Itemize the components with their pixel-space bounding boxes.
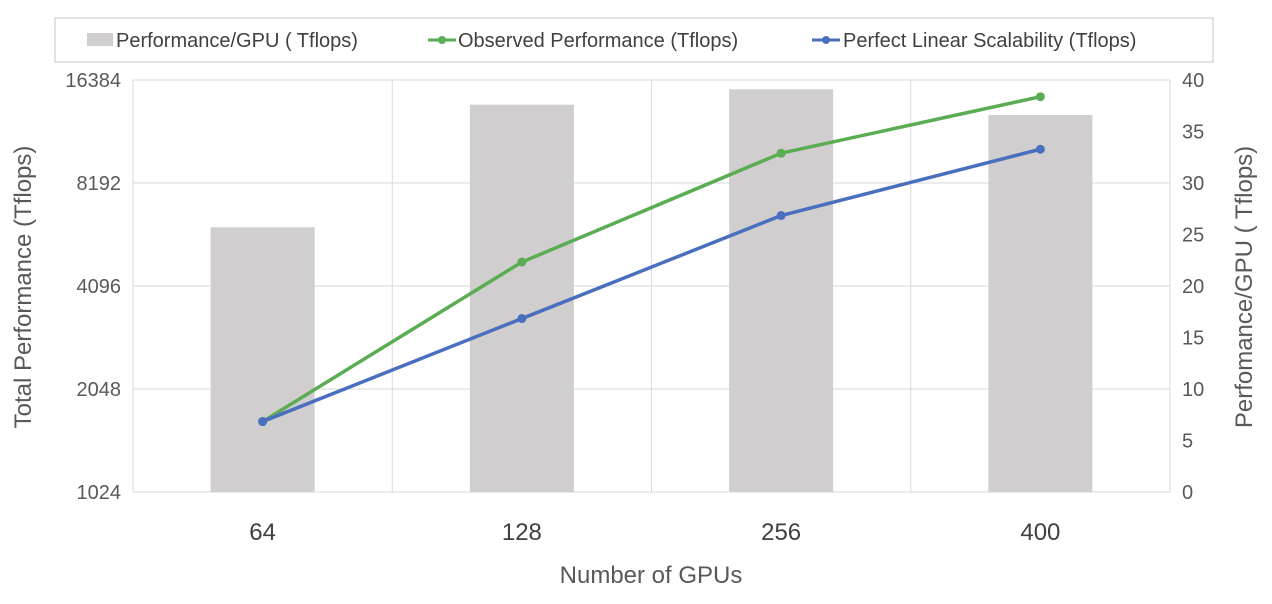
x-axis-title: Number of GPUs <box>560 562 743 589</box>
y-left-tick-label: 2048 <box>77 379 122 401</box>
y-left-tick-label: 16384 <box>65 70 121 92</box>
y-right-tick-label: 0 <box>1182 482 1193 504</box>
y-right-tick-label: 10 <box>1182 379 1204 401</box>
y-right-tick-label: 35 <box>1182 122 1204 144</box>
data-point-linear <box>517 314 527 324</box>
y-left-tick-label: 8192 <box>77 173 122 195</box>
x-tick-label: 64 <box>249 519 276 546</box>
legend-marker-observed <box>438 36 446 44</box>
lines <box>258 92 1045 427</box>
data-point-observed <box>517 257 527 267</box>
y-right-tick-label: 30 <box>1182 173 1204 195</box>
x-tick-label: 256 <box>761 519 801 546</box>
y-right-tick-label: 40 <box>1182 70 1204 92</box>
x-tick-label: 128 <box>502 519 542 546</box>
data-point-linear <box>1035 144 1045 154</box>
legend-marker-linear <box>822 36 830 44</box>
bars <box>210 89 1093 493</box>
bar <box>210 227 315 493</box>
axes: 1024 2048 4096 8192 16384 0 5 10 15 20 25 30 35 40 64 1… <box>65 70 1204 546</box>
y-left-tick-label: 1024 <box>77 482 122 504</box>
data-point-observed <box>1035 92 1045 102</box>
y-right-tick-label: 25 <box>1182 225 1204 247</box>
y-right-tick-label: 20 <box>1182 276 1204 298</box>
legend: Performance/GPU ( Tflops) Observed Perfo… <box>54 17 1214 63</box>
bar <box>988 115 1093 493</box>
data-point-linear <box>258 417 268 427</box>
bar <box>469 104 574 492</box>
legend-swatch-bar <box>87 33 113 46</box>
x-tick-label: 400 <box>1020 519 1060 546</box>
y-right-tick-label: 5 <box>1182 431 1193 453</box>
y-right-tick-label: 15 <box>1182 328 1204 350</box>
y-axis-title-left: Total Performance (Tflops) <box>10 146 37 429</box>
y-axis-title-right: Perfomance/GPU ( Tflops) <box>1231 146 1258 428</box>
series-line-observed <box>261 95 1041 424</box>
legend-label-observed: Observed Performance (Tflops) <box>458 30 738 52</box>
legend-label-linear: Perfect Linear Scalability (Tflops) <box>843 30 1136 52</box>
series-line-linear <box>261 147 1041 424</box>
data-point-linear <box>776 211 786 221</box>
legend-label-bar: Performance/GPU ( Tflops) <box>116 30 358 52</box>
y-left-tick-label: 4096 <box>77 276 122 298</box>
legend-box <box>54 17 1214 63</box>
data-point-observed <box>776 148 786 158</box>
